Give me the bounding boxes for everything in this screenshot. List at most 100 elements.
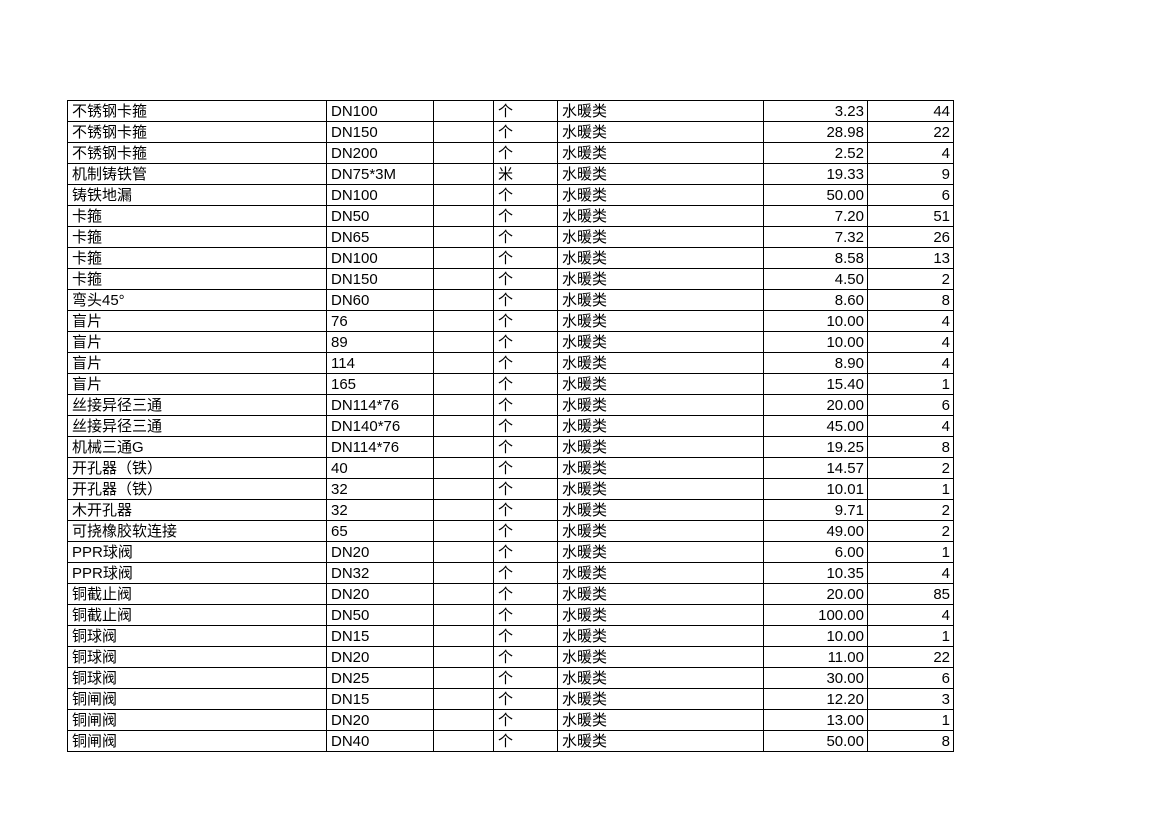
cell-unit-price: 8.60 — [763, 289, 868, 311]
table-row: 丝接异径三通 DN114*76 个水暖类 20.00 6 — [67, 394, 954, 416]
cell-category: 水暖类 — [557, 541, 764, 563]
cell-spec: DN60 — [326, 289, 434, 311]
cell-item-name: 铜闸阀 — [67, 709, 327, 731]
cell-unit: 个 — [493, 709, 558, 731]
table-row: 铜截止阀 DN20 个水暖类 20.00 85 — [67, 583, 954, 605]
cell-blank — [433, 709, 494, 731]
cell-spec: DN20 — [326, 583, 434, 605]
cell-category: 水暖类 — [557, 331, 764, 353]
cell-category: 水暖类 — [557, 688, 764, 710]
cell-spec: DN25 — [326, 667, 434, 689]
cell-unit: 个 — [493, 142, 558, 164]
cell-unit-price: 9.71 — [763, 499, 868, 521]
cell-blank — [433, 478, 494, 500]
table-row: 不锈钢卡箍 DN100 个水暖类 3.23 44 — [67, 100, 954, 122]
table-row: 可挠橡胶软连接 65 个水暖类 49.00 2 — [67, 520, 954, 542]
table-row: 不锈钢卡箍 DN200 个水暖类 2.52 4 — [67, 142, 954, 164]
cell-blank — [433, 562, 494, 584]
cell-item-name: 机制铸铁管 — [67, 163, 327, 185]
cell-blank — [433, 247, 494, 269]
cell-category: 水暖类 — [557, 625, 764, 647]
cell-unit-price: 13.00 — [763, 709, 868, 731]
cell-item-name: 不锈钢卡箍 — [67, 121, 327, 143]
cell-item-name: 铜球阀 — [67, 667, 327, 689]
cell-quantity: 3 — [867, 688, 954, 710]
cell-unit: 个 — [493, 310, 558, 332]
cell-unit-price: 7.32 — [763, 226, 868, 248]
cell-item-name: 铜闸阀 — [67, 688, 327, 710]
cell-blank — [433, 499, 494, 521]
table-row: 铸铁地漏 DN100 个水暖类 50.00 6 — [67, 184, 954, 206]
cell-blank — [433, 541, 494, 563]
cell-unit-price: 6.00 — [763, 541, 868, 563]
cell-blank — [433, 163, 494, 185]
cell-item-name: 弯头45° — [67, 289, 327, 311]
cell-spec: DN50 — [326, 205, 434, 227]
cell-item-name: 卡箍 — [67, 205, 327, 227]
cell-unit-price: 11.00 — [763, 646, 868, 668]
cell-category: 水暖类 — [557, 478, 764, 500]
cell-item-name: 卡箍 — [67, 268, 327, 290]
cell-blank — [433, 352, 494, 374]
cell-quantity: 6 — [867, 394, 954, 416]
cell-item-name: 盲片 — [67, 331, 327, 353]
table-row: 铜球阀 DN25 个水暖类 30.00 6 — [67, 667, 954, 689]
materials-inventory-sheet: 不锈钢卡箍 DN100 个水暖类 3.23 44 不锈钢卡箍 DN150 个水暖类 28.98 2… — [67, 100, 954, 752]
cell-blank — [433, 415, 494, 437]
cell-category: 水暖类 — [557, 415, 764, 437]
cell-unit: 个 — [493, 436, 558, 458]
cell-category: 水暖类 — [557, 163, 764, 185]
table-row: 弯头45° DN60 个水暖类 8.60 8 — [67, 289, 954, 311]
cell-quantity: 4 — [867, 331, 954, 353]
table-row: 卡箍 DN50 个水暖类 7.20 51 — [67, 205, 954, 227]
cell-unit: 个 — [493, 688, 558, 710]
table-row: 丝接异径三通 DN140*76 个水暖类 45.00 4 — [67, 415, 954, 437]
table-row: 盲片 89 个水暖类 10.00 4 — [67, 331, 954, 353]
cell-quantity: 4 — [867, 142, 954, 164]
table-row: 盲片 165 个水暖类 15.40 1 — [67, 373, 954, 395]
cell-category: 水暖类 — [557, 709, 764, 731]
cell-quantity: 13 — [867, 247, 954, 269]
cell-unit: 个 — [493, 625, 558, 647]
cell-quantity: 22 — [867, 121, 954, 143]
cell-quantity: 1 — [867, 709, 954, 731]
cell-quantity: 4 — [867, 415, 954, 437]
cell-spec: DN32 — [326, 562, 434, 584]
cell-item-name: 卡箍 — [67, 247, 327, 269]
cell-category: 水暖类 — [557, 352, 764, 374]
cell-blank — [433, 100, 494, 122]
cell-unit-price: 20.00 — [763, 394, 868, 416]
cell-category: 水暖类 — [557, 646, 764, 668]
table-row: PPR球阀 DN32 个水暖类 10.35 4 — [67, 562, 954, 584]
cell-item-name: 卡箍 — [67, 226, 327, 248]
cell-item-name: 铜闸阀 — [67, 730, 327, 752]
cell-item-name: 开孔器（铁） — [67, 457, 327, 479]
table-row: 盲片 114 个水暖类 8.90 4 — [67, 352, 954, 374]
cell-spec: 76 — [326, 310, 434, 332]
cell-item-name: 不锈钢卡箍 — [67, 100, 327, 122]
cell-blank — [433, 142, 494, 164]
cell-category: 水暖类 — [557, 583, 764, 605]
cell-unit-price: 4.50 — [763, 268, 868, 290]
table-row: 开孔器（铁） 40 个水暖类 14.57 2 — [67, 457, 954, 479]
cell-quantity: 8 — [867, 436, 954, 458]
cell-quantity: 4 — [867, 562, 954, 584]
cell-category: 水暖类 — [557, 436, 764, 458]
cell-spec: DN140*76 — [326, 415, 434, 437]
cell-spec: DN15 — [326, 625, 434, 647]
cell-unit: 个 — [493, 184, 558, 206]
cell-blank — [433, 205, 494, 227]
cell-category: 水暖类 — [557, 667, 764, 689]
cell-blank — [433, 184, 494, 206]
cell-spec: DN20 — [326, 709, 434, 731]
cell-unit: 个 — [493, 562, 558, 584]
cell-spec: DN20 — [326, 541, 434, 563]
cell-unit: 个 — [493, 121, 558, 143]
table-row: 机制铸铁管 DN75*3M 米水暖类 19.33 9 — [67, 163, 954, 185]
cell-unit-price: 3.23 — [763, 100, 868, 122]
cell-unit-price: 49.00 — [763, 520, 868, 542]
cell-unit-price: 8.58 — [763, 247, 868, 269]
cell-unit-price: 12.20 — [763, 688, 868, 710]
table-row: PPR球阀 DN20 个水暖类 6.00 1 — [67, 541, 954, 563]
cell-quantity: 4 — [867, 310, 954, 332]
